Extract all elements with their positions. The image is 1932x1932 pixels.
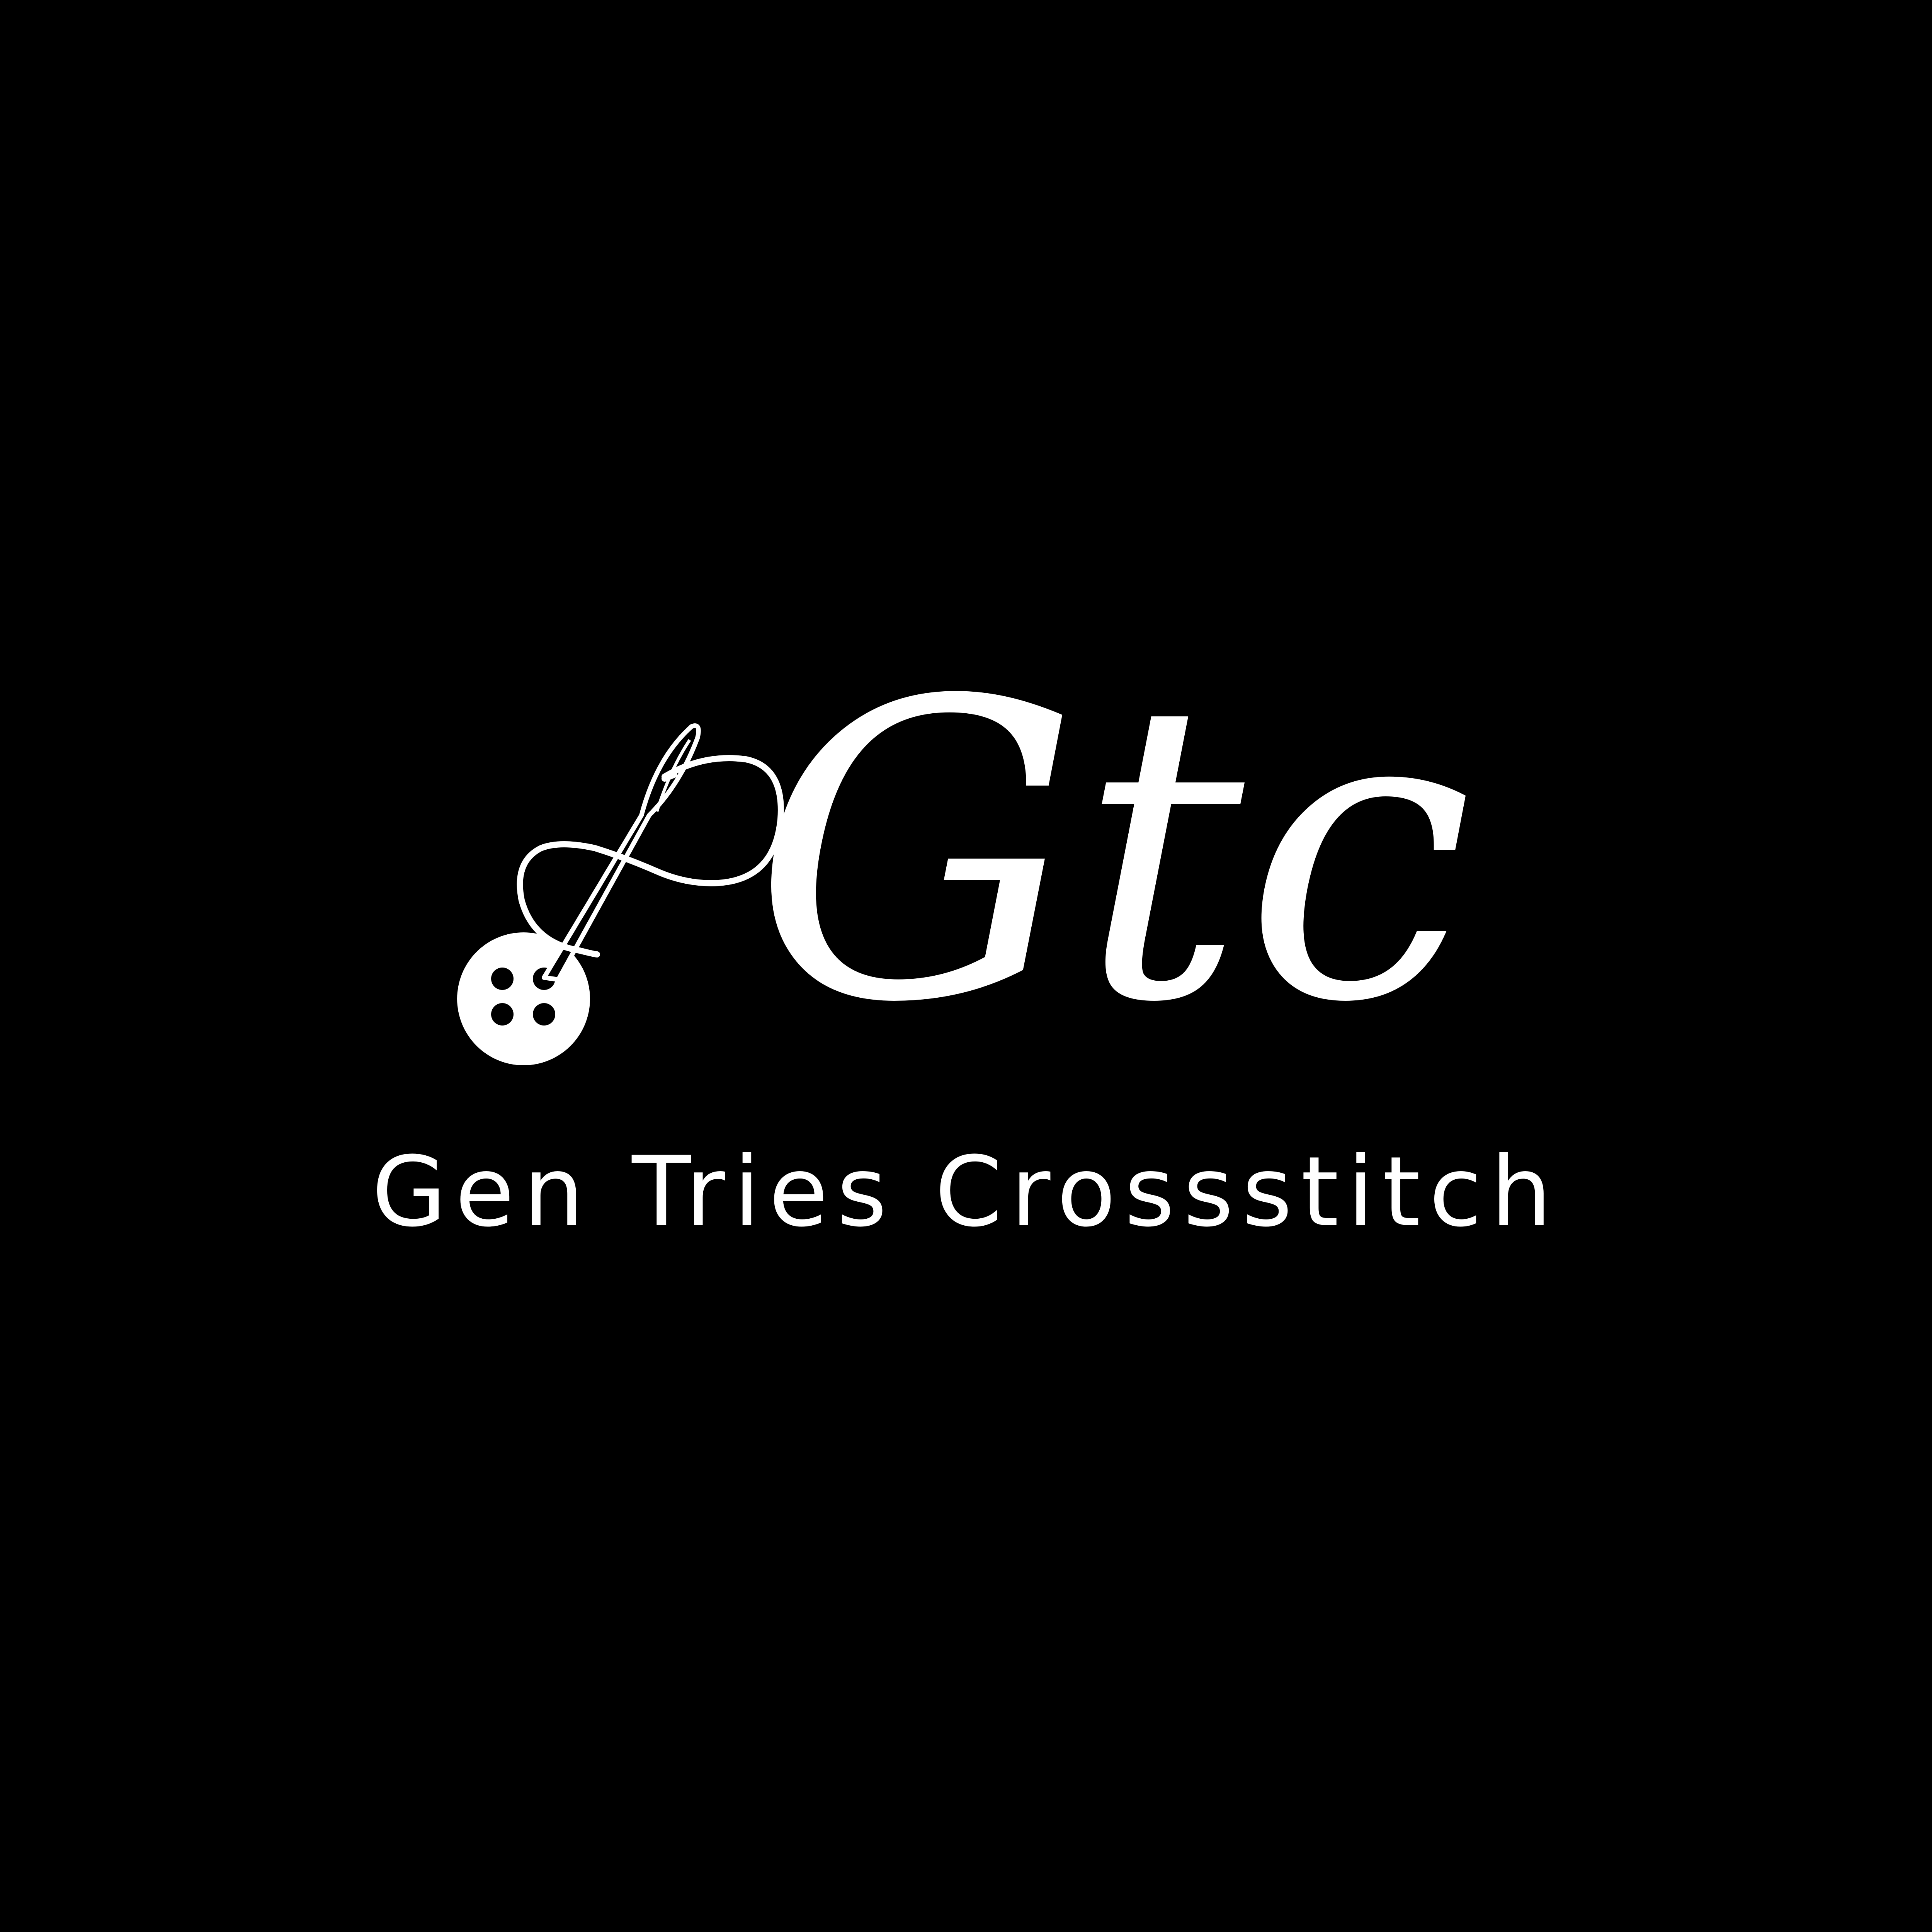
needle-and-thread-icon — [457, 723, 784, 1065]
brand-name: Gen Tries Crossstitch — [371, 1136, 1561, 1248]
monogram: Gtc — [752, 615, 1473, 1092]
